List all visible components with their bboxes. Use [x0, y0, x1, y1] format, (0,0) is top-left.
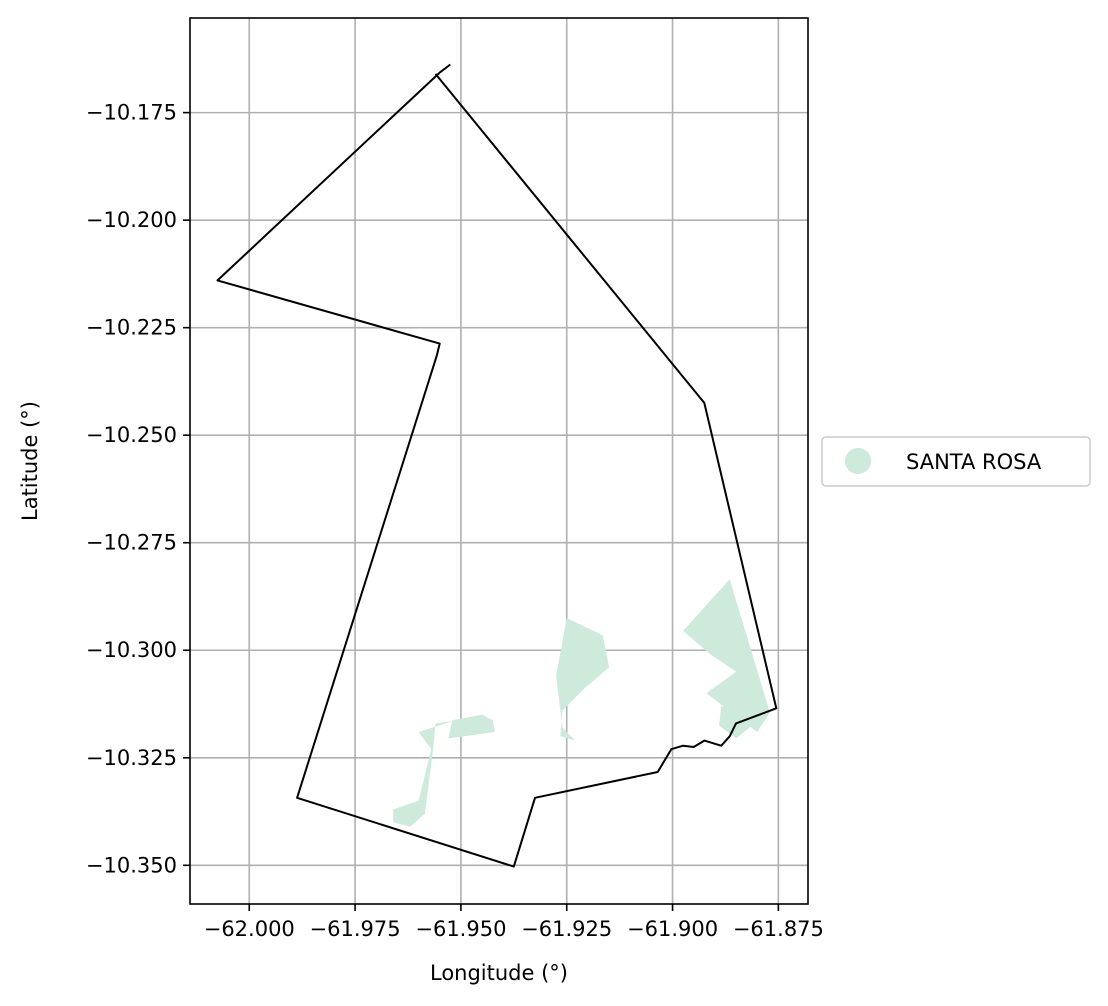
y-tick-label: −10.250	[86, 423, 177, 447]
santa-rosa-region	[393, 721, 453, 827]
y-axis-label: Latitude (°)	[18, 401, 42, 521]
y-tick-label: −10.200	[86, 208, 177, 232]
y-tick-label: −10.275	[86, 531, 177, 555]
x-tick-label: −61.900	[627, 917, 718, 941]
legend-marker	[845, 448, 871, 474]
y-tick-label: −10.175	[86, 101, 177, 125]
legend-label: SANTA ROSA	[906, 450, 1042, 474]
x-tick-label: −62.000	[204, 917, 295, 941]
x-tick-label: −61.975	[310, 917, 401, 941]
x-axis-label: Longitude (°)	[430, 961, 568, 985]
x-tick-label: −61.875	[733, 917, 824, 941]
y-tick-label: −10.225	[86, 316, 177, 340]
region-layer	[393, 579, 770, 827]
y-tick-label: −10.325	[86, 746, 177, 770]
y-axis-ticks: −10.175 −10.200 −10.225 −10.250 −10.275 −10.3…	[86, 101, 190, 877]
santa-rosa-region	[448, 714, 495, 739]
y-tick-label: −10.350	[86, 853, 177, 877]
x-axis-ticks: −62.000 −61.975 −61.950 −61.925 −61.900 −61.8…	[204, 904, 824, 941]
x-tick-label: −61.925	[521, 917, 612, 941]
santa-rosa-region	[556, 618, 610, 741]
santa-rosa-region	[683, 579, 770, 732]
legend: SANTA ROSA	[821, 436, 1091, 487]
grid-lines	[190, 18, 808, 904]
legend-box	[821, 436, 1091, 487]
x-tick-label: −61.950	[415, 917, 506, 941]
y-tick-label: −10.300	[86, 638, 177, 662]
municipality-boundary	[216, 63, 778, 868]
plot-frame	[189, 17, 809, 905]
boundary-layer	[216, 63, 778, 868]
